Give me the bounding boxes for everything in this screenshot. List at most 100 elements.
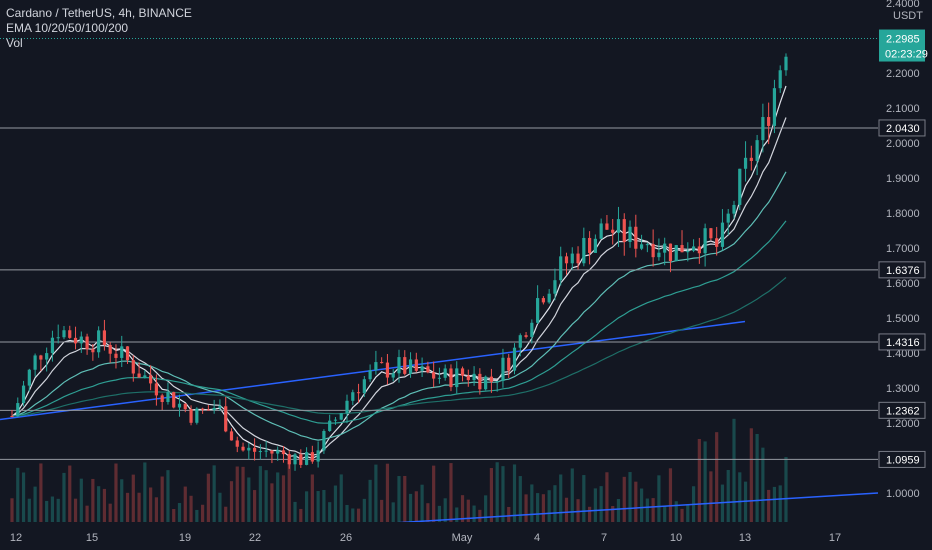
candle-body — [778, 70, 782, 89]
volume-bar — [437, 505, 442, 522]
candle-body — [316, 450, 320, 462]
candle-body — [588, 237, 592, 253]
candle-body — [206, 409, 210, 411]
level-price-tag — [878, 119, 926, 137]
volume-bar — [738, 472, 742, 522]
currency-label[interactable]: USDT — [893, 10, 923, 22]
volume-bar — [102, 488, 107, 522]
volume-bar — [79, 478, 83, 522]
volume-bar — [443, 498, 447, 522]
candle-body — [299, 454, 303, 465]
candle-body — [761, 117, 765, 141]
volume-bar — [397, 476, 401, 522]
time-axis-panel[interactable] — [0, 522, 878, 550]
candle-body — [391, 373, 395, 378]
volume-bar — [703, 441, 707, 522]
volume-bar — [628, 472, 632, 522]
symbol-title[interactable]: Cardano / TetherUS, 4h, BINANCE — [6, 6, 192, 20]
ema-indicator-label[interactable]: EMA 10/20/50/100/200 — [6, 21, 129, 35]
volume-bar — [368, 479, 372, 522]
current-price-label: 2.2985 — [886, 34, 920, 46]
candle-body — [674, 245, 678, 262]
candle-body — [767, 117, 771, 126]
candle-body — [50, 337, 55, 354]
candle-body — [131, 360, 135, 374]
volume-bar — [749, 428, 753, 522]
volume-bar — [489, 468, 494, 522]
volume-bar — [172, 508, 176, 522]
volume-bar — [697, 438, 701, 522]
volume-bar — [484, 495, 488, 522]
trendline[interactable] — [0, 320, 746, 421]
volume-bar — [224, 506, 228, 522]
candle-body — [657, 252, 661, 258]
volume-bar — [501, 466, 505, 522]
volume-bar — [143, 462, 147, 522]
price-tick-label: 1.0000 — [886, 488, 920, 500]
candle-body — [437, 377, 442, 379]
horizontal-levels[interactable] — [0, 38, 878, 460]
candle-body — [408, 359, 413, 374]
time-axis[interactable]: 12 15 19 22 26 May 4 7 10 13 17 — [10, 532, 841, 544]
volume-bar — [166, 470, 170, 522]
candle-body — [33, 355, 37, 370]
volume-bar — [62, 472, 66, 522]
volume-bar — [605, 472, 609, 522]
volume-bar — [154, 497, 158, 522]
volume-bar — [576, 499, 580, 522]
chart-legend: Cardano / TetherUS, 4h, BINANCE EMA 10/2… — [6, 6, 192, 51]
time-tick-label: 13 — [739, 532, 751, 544]
price-tick-label: 1.6000 — [886, 278, 920, 290]
volume-bar — [564, 497, 569, 522]
volume-bar — [686, 504, 690, 522]
ema-line — [11, 117, 787, 456]
time-tick-label: 19 — [179, 532, 191, 544]
candle-body — [45, 353, 49, 360]
candle-body — [189, 409, 193, 423]
volume-bar — [56, 498, 60, 522]
volume-bar — [50, 496, 55, 522]
candle-body — [420, 366, 424, 371]
volume-bar — [616, 499, 621, 522]
price-tick-label: 1.7000 — [886, 243, 920, 255]
candle-body — [455, 368, 459, 388]
current-price-tag[interactable] — [879, 29, 925, 62]
price-tick-label: 2.0000 — [886, 138, 920, 150]
volume-bar — [374, 464, 378, 522]
candle-body — [229, 431, 234, 441]
time-tick-label: 12 — [10, 532, 22, 544]
volume-bar — [541, 494, 545, 522]
volume-bar — [588, 506, 592, 522]
volume-bar — [622, 476, 626, 522]
candle-body — [68, 330, 72, 338]
candle-body — [570, 253, 574, 264]
volume-bar — [478, 509, 482, 522]
volume-bar — [726, 469, 730, 522]
price-tick-label: 1.4000 — [886, 348, 920, 360]
volume-indicator-label[interactable]: Vol — [6, 36, 23, 50]
candle-body — [634, 226, 638, 249]
volume-bar — [97, 486, 101, 522]
volume-bar — [414, 491, 418, 522]
candle-body — [73, 337, 78, 344]
candle-body — [449, 368, 453, 388]
volume-bar — [235, 466, 239, 522]
volume-bar — [108, 503, 112, 522]
volume-bar — [518, 476, 522, 522]
candle-body — [703, 228, 707, 254]
candle-body — [484, 376, 488, 390]
candle-body — [276, 450, 280, 454]
candle-body — [201, 408, 205, 410]
volume-bar — [68, 465, 72, 522]
price-tags: 2.0430 1.6376 1.4316 1.2362 1.0959 2.2985 02:2… — [878, 29, 928, 468]
candle-body — [593, 238, 597, 253]
volume-bar — [351, 508, 355, 522]
candle-body — [374, 362, 378, 371]
price-axis[interactable]: 1.00001.10001.20001.30001.40001.50001.60… — [886, 0, 923, 500]
candle-body — [304, 452, 309, 465]
candle-body — [322, 431, 326, 451]
price-tick-label: 1.3000 — [886, 383, 920, 395]
candle-body — [501, 357, 505, 381]
volume-bar — [160, 476, 164, 522]
